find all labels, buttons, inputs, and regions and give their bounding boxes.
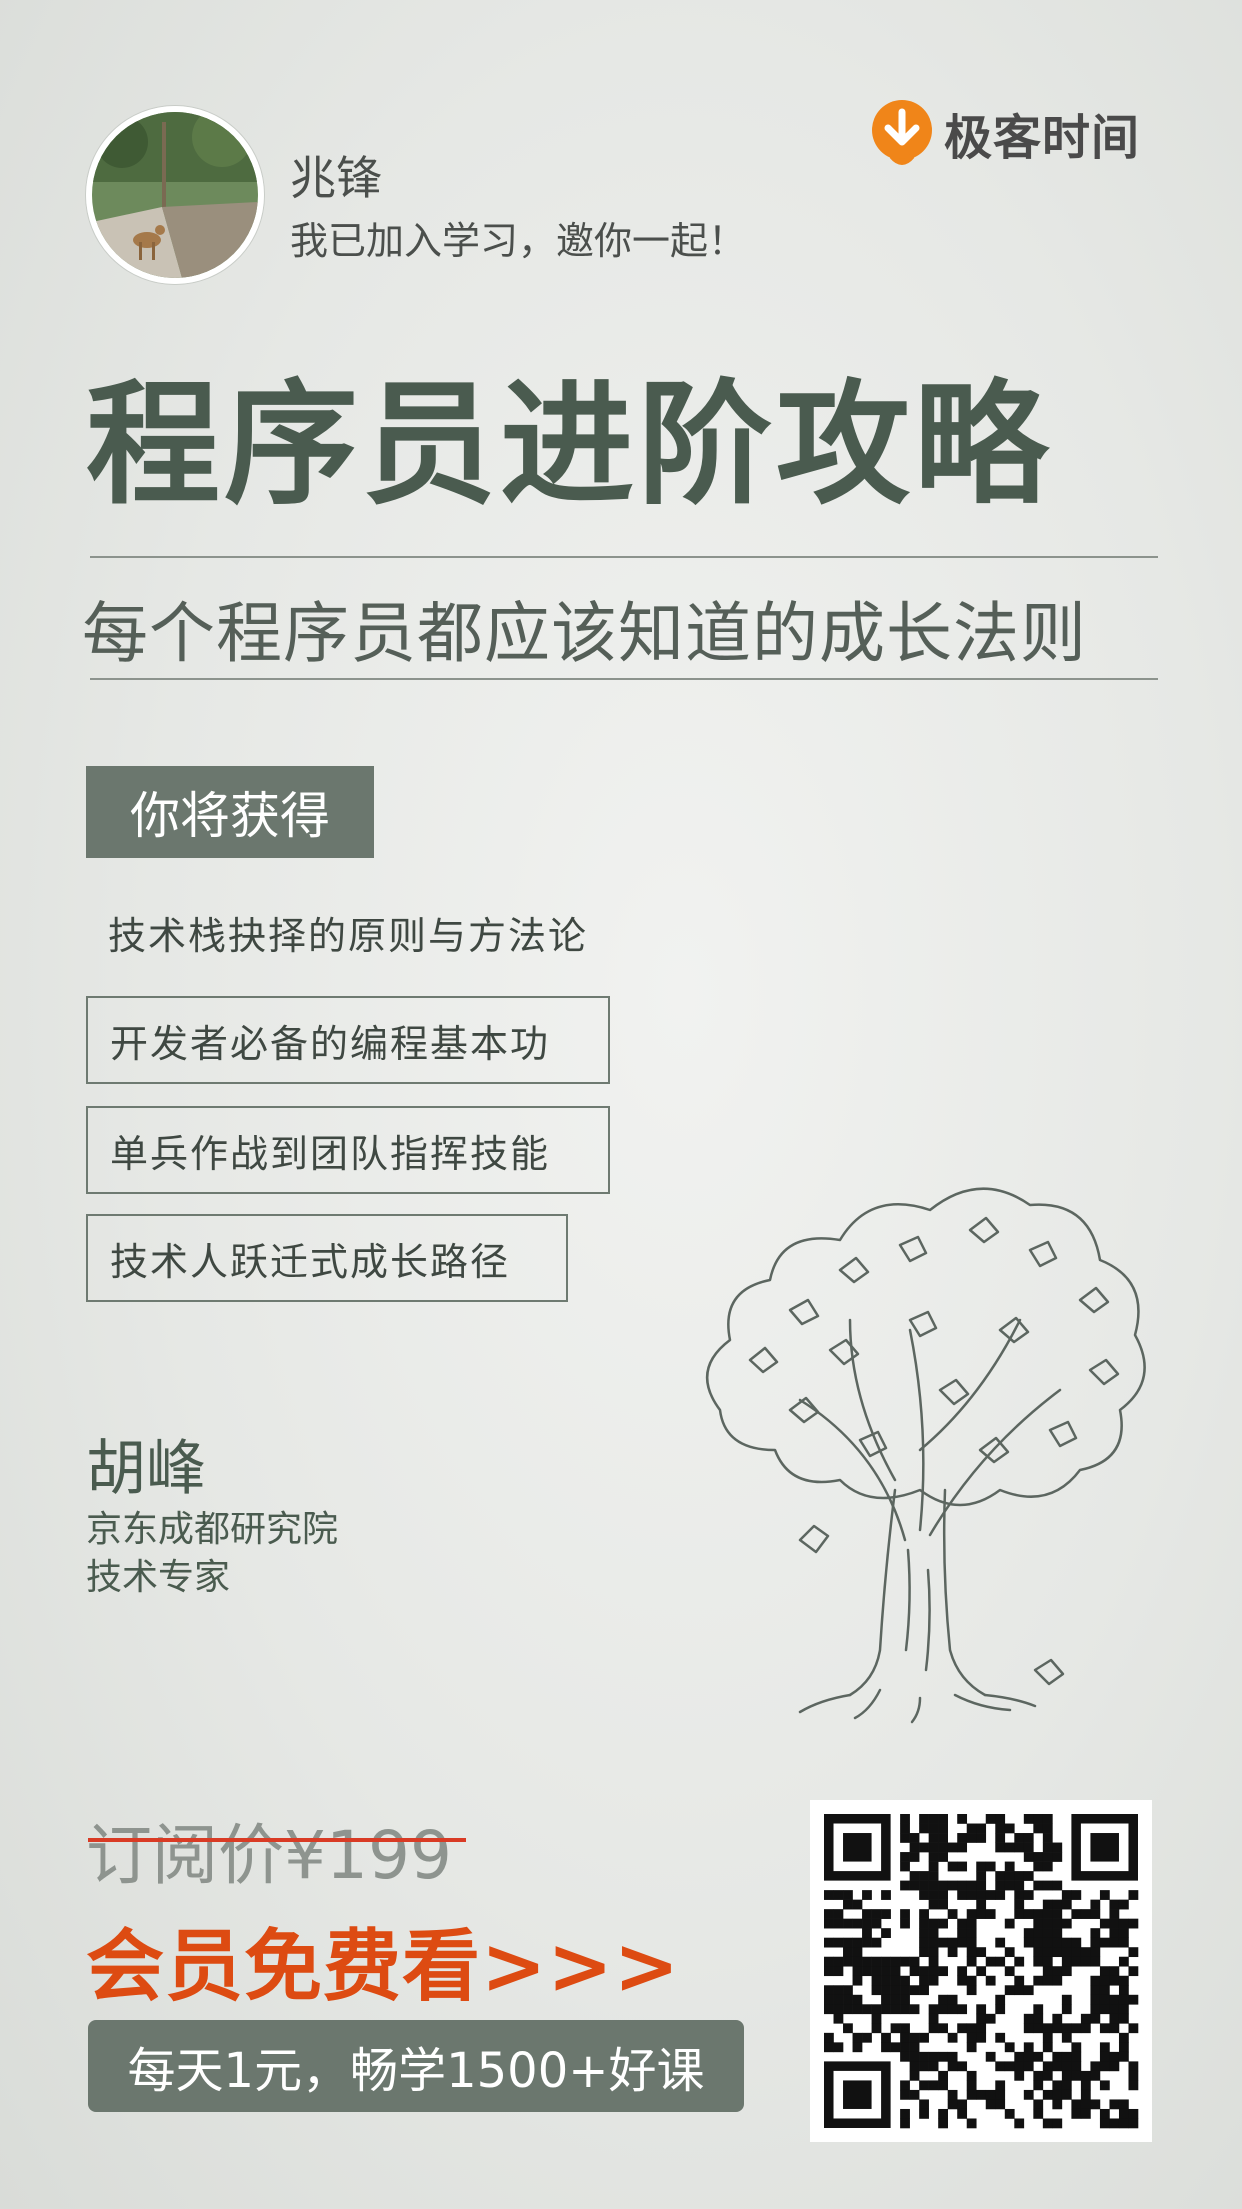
- author-organization: 京东成都研究院: [86, 1509, 339, 1550]
- tree-sketch-illustration: [705, 1187, 1146, 1724]
- avatar: [86, 106, 264, 284]
- benefit-item: 单兵作战到团队指挥技能: [86, 1106, 610, 1194]
- original-price: 订阅价¥199: [86, 1817, 452, 1894]
- benefit-item: 开发者必备的编程基本功: [86, 996, 610, 1084]
- promo-button[interactable]: 每天1元，畅学1500+好课: [88, 2020, 744, 2112]
- course-title: 程序员进阶攻略: [86, 367, 1053, 523]
- course-subtitle: 每个程序员都应该知道的成长法则: [82, 595, 1087, 672]
- benefit-item: 技术人跃迁式成长路径: [86, 1214, 568, 1302]
- benefits-heading: 你将获得: [86, 766, 374, 858]
- author-name: 胡峰: [86, 1434, 206, 1504]
- title-divider-bottom: [90, 678, 1158, 680]
- benefit-item: 技术栈抉择的原则与方法论: [108, 913, 589, 958]
- invite-text: 我已加入学习，邀你一起！: [290, 219, 747, 263]
- brand-name: 极客时间: [944, 110, 1141, 166]
- author-role: 技术专家: [86, 1557, 231, 1598]
- member-free-cta[interactable]: 会员免费看>>>: [86, 1922, 681, 2012]
- geek-time-logo-icon: [872, 100, 932, 165]
- qr-code[interactable]: [810, 1800, 1152, 2142]
- username: 兆锋: [290, 151, 382, 205]
- qr-code-icon: [810, 1800, 1152, 2142]
- title-divider-top: [90, 556, 1158, 558]
- price-strikethrough: [88, 1838, 466, 1842]
- deer-photo-avatar: [92, 112, 258, 278]
- brand-logo: 极客时间: [870, 96, 1140, 170]
